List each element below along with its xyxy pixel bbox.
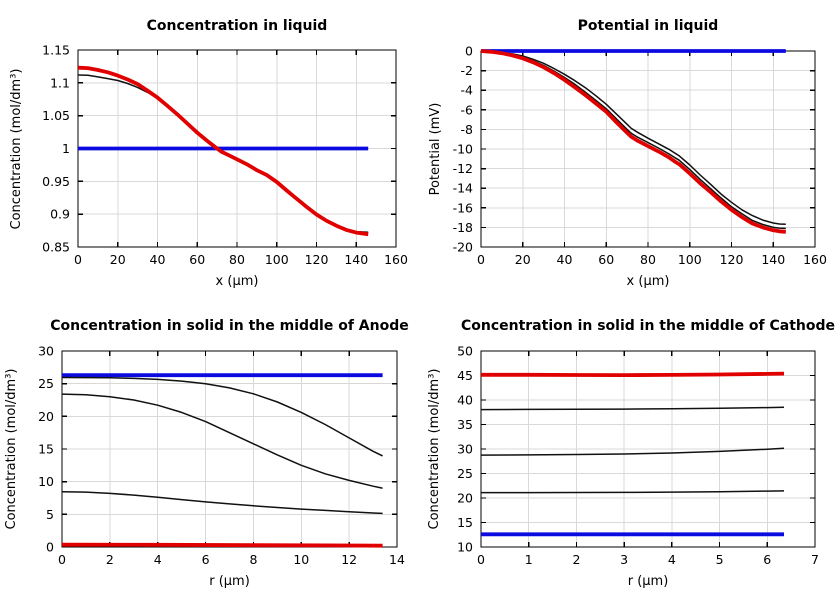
y-tick-label: 30	[38, 344, 54, 359]
x-tick-label: 6	[202, 552, 210, 567]
x-tick-label: 80	[640, 252, 656, 267]
chart-canvas: 0 2 4 6 8 10 12 14 0 5 10 15 20 25 30	[38, 344, 405, 568]
y-tick-label: 1.05	[42, 108, 70, 123]
x-tick-label: 120	[305, 252, 329, 267]
series-red-line	[480, 49, 786, 234]
y-tick-label: 5	[46, 507, 54, 522]
y-tick-label: 1.15	[42, 43, 70, 58]
y-tick-label: 20	[457, 491, 473, 506]
y-tick-label: 25	[38, 376, 54, 391]
y-tick-label: 45	[457, 368, 473, 383]
y-tick-label: 30	[457, 442, 473, 457]
x-tick-label: 2	[106, 552, 114, 567]
x-tick-label: 6	[763, 552, 771, 567]
y-tick-label: 40	[457, 393, 473, 408]
series-black-line-3	[481, 490, 785, 494]
x-tick-label: 0	[477, 252, 485, 267]
chart-concentration-solid-cathode: Concentration in solid in the middle of …	[420, 300, 840, 600]
series-black-line-3	[61, 491, 383, 515]
x-axis-label: r (μm)	[209, 574, 250, 589]
x-tick-label: 160	[803, 252, 827, 267]
x-tick-label: 100	[265, 252, 289, 267]
y-tick-label: -14	[453, 181, 473, 196]
y-tick-label: -8	[461, 122, 474, 137]
x-tick-label: 3	[620, 552, 628, 567]
x-tick-label: 0	[58, 552, 66, 567]
y-tick-label: 10	[38, 474, 54, 489]
x-tick-label: 60	[189, 252, 205, 267]
x-tick-label: 10	[293, 552, 309, 567]
x-tick-label: 80	[229, 252, 245, 267]
x-axis-label: r (μm)	[627, 574, 669, 589]
chart-title: Concentration in solid in the middle of …	[50, 318, 409, 334]
series-black-line-1	[61, 376, 383, 457]
y-tick-label: 20	[38, 409, 54, 424]
x-tick-label: 20	[110, 252, 126, 267]
x-tick-label: 5	[716, 552, 724, 567]
y-tick-label: 0.85	[42, 240, 70, 255]
x-tick-label: 2	[572, 552, 580, 567]
series-black-line-2	[480, 447, 785, 456]
y-tick-label: 0.95	[42, 174, 70, 189]
x-tick-label: 120	[720, 252, 744, 267]
y-tick-label: 50	[457, 344, 473, 359]
series-red-line	[61, 542, 383, 548]
chart-canvas: 0 20 40 60 80 100 120 140 160 0.85 0.9 0.95 1 1.05 1.1…	[42, 43, 408, 268]
y-tick-label: -10	[453, 142, 473, 157]
series-black-line-2	[61, 393, 383, 489]
chart-title: Concentration in liquid	[146, 18, 328, 34]
y-tick-label: 25	[457, 466, 473, 481]
x-tick-label: 0	[477, 552, 485, 567]
x-tick-label: 4	[668, 552, 676, 567]
x-tick-label: 4	[154, 552, 162, 567]
x-tick-label: 20	[515, 252, 531, 267]
x-axis-label: x (μm)	[626, 274, 670, 289]
x-tick-label: 40	[150, 252, 166, 267]
y-tick-label: -2	[461, 63, 473, 78]
x-tick-label: 40	[557, 252, 573, 267]
y-tick-label: 35	[457, 417, 473, 432]
y-tick-label: 0.9	[50, 207, 70, 222]
y-tick-label: 0	[465, 44, 473, 59]
y-tick-label: 1	[62, 141, 70, 156]
chart-title: Potential in liquid	[577, 18, 719, 34]
y-tick-label: 15	[38, 442, 54, 457]
y-tick-label: -16	[453, 200, 473, 215]
y-tick-label: -20	[453, 240, 473, 255]
series-red-line	[77, 65, 369, 237]
y-tick-label: -6	[461, 102, 474, 117]
x-tick-label: 140	[344, 252, 368, 267]
x-tick-label: 14	[389, 552, 405, 567]
x-tick-label: 140	[761, 252, 785, 267]
y-tick-label: -18	[453, 220, 473, 235]
chart-title: Concentration in solid in the middle of …	[460, 318, 836, 334]
x-tick-label: 8	[249, 552, 257, 567]
x-tick-label: 7	[811, 552, 819, 567]
x-tick-label: 160	[384, 252, 408, 267]
chart-concentration-in-liquid: Concentration in liquid x (μm) Concentra…	[0, 0, 420, 300]
y-tick-label: 1.1	[50, 75, 70, 90]
x-tick-label: 0	[74, 252, 82, 267]
series-red-line	[481, 371, 785, 377]
series-black-line-1	[480, 406, 785, 411]
x-tick-label: 100	[678, 252, 702, 267]
y-tick-label: 15	[457, 515, 473, 530]
y-tick-label: -4	[461, 83, 474, 98]
x-tick-label: 60	[598, 252, 614, 267]
chart-canvas: 0 20 40 60 80 100 120 140 160-20-18-16-14-12-10-…	[453, 44, 827, 268]
chart-potential-in-liquid: Potential in liquid x (μm) Potential (mV…	[420, 0, 840, 300]
x-axis-label: x (μm)	[215, 274, 259, 289]
chart-concentration-solid-anode: Concentration in solid in the middle of …	[0, 300, 420, 600]
y-tick-label: 10	[457, 540, 473, 555]
y-tick-label: 0	[46, 540, 54, 555]
x-tick-label: 1	[525, 552, 533, 567]
series-black-line-upper	[480, 50, 786, 226]
y-tick-label: -12	[453, 161, 473, 176]
x-tick-label: 12	[341, 552, 357, 567]
